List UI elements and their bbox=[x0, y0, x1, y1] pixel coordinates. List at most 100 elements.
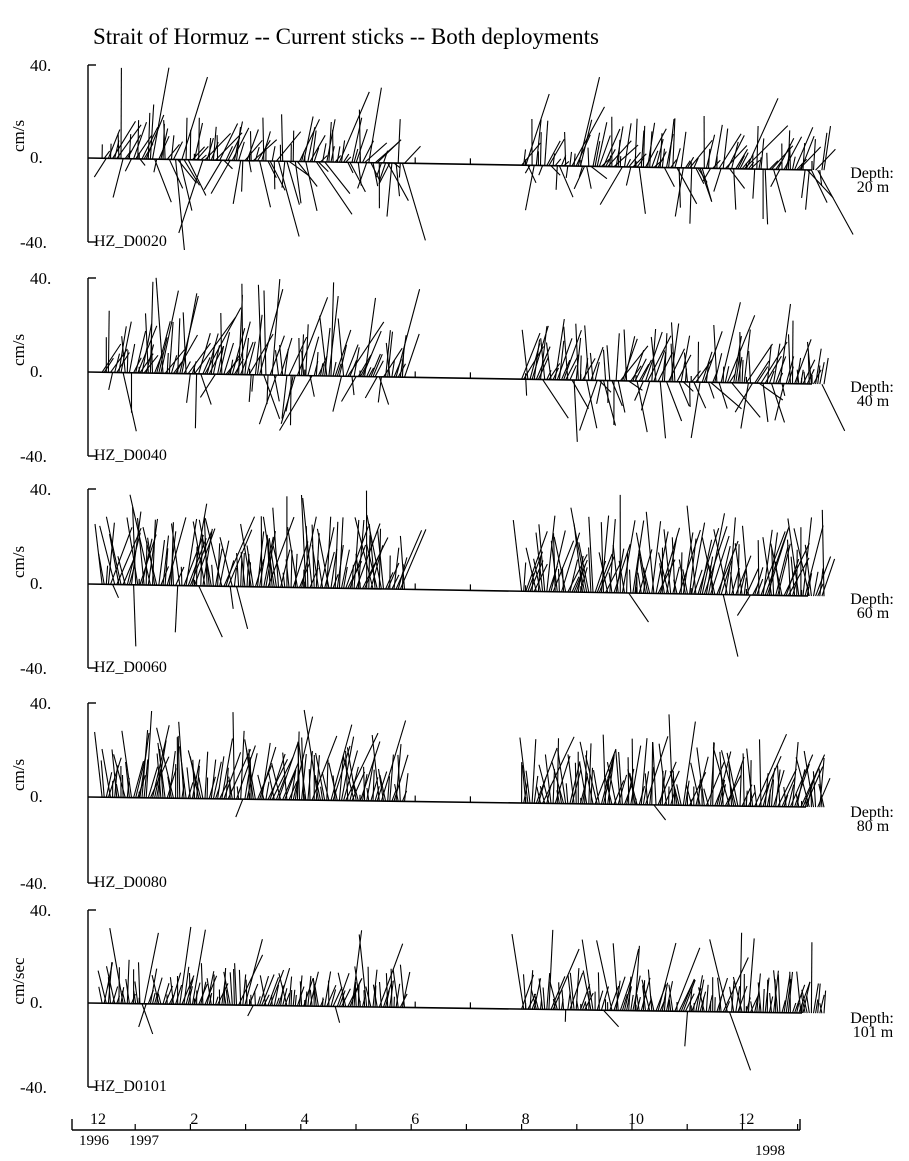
current-stick bbox=[764, 169, 769, 225]
current-stick bbox=[307, 336, 320, 376]
current-stick bbox=[179, 159, 193, 211]
current-stick bbox=[117, 133, 120, 159]
current-stick bbox=[775, 161, 782, 170]
year-label: 1998 bbox=[755, 1143, 785, 1159]
current-stick bbox=[203, 517, 208, 587]
current-stick bbox=[149, 104, 155, 160]
year-label: 1996 bbox=[79, 1133, 110, 1149]
current-stick bbox=[208, 137, 212, 161]
current-stick bbox=[275, 997, 280, 1006]
current-stick bbox=[623, 123, 632, 167]
current-stick bbox=[762, 537, 773, 596]
current-stick bbox=[365, 986, 372, 1008]
current-stick bbox=[378, 981, 382, 1008]
current-stick bbox=[137, 962, 141, 1004]
current-stick bbox=[397, 119, 401, 164]
current-stick bbox=[815, 348, 822, 385]
current-stick bbox=[170, 135, 175, 160]
current-stick bbox=[228, 776, 233, 800]
current-stick bbox=[241, 283, 244, 375]
current-stick bbox=[737, 985, 748, 1013]
current-stick bbox=[274, 350, 280, 376]
depth-value: 20 m bbox=[857, 179, 890, 196]
current-stick bbox=[154, 158, 172, 203]
current-stick bbox=[638, 550, 647, 594]
current-stick bbox=[819, 170, 823, 186]
current-stick bbox=[590, 767, 594, 805]
current-stick bbox=[206, 333, 219, 375]
current-stick bbox=[97, 970, 107, 1004]
current-stick bbox=[729, 986, 735, 1013]
y-tick-label: -40. bbox=[20, 233, 47, 252]
current-stick bbox=[107, 522, 115, 585]
current-stick bbox=[683, 352, 689, 382]
current-stick bbox=[302, 497, 313, 588]
current-stick bbox=[314, 774, 322, 801]
current-stick bbox=[187, 342, 211, 375]
current-stick bbox=[558, 340, 565, 380]
current-stick bbox=[221, 738, 234, 799]
current-stick bbox=[115, 783, 120, 798]
current-stick bbox=[296, 161, 318, 187]
current-stick bbox=[238, 141, 245, 161]
current-stick bbox=[686, 505, 697, 595]
current-stick bbox=[545, 342, 552, 380]
current-stick bbox=[248, 160, 252, 173]
current-stick bbox=[676, 167, 698, 205]
current-stick bbox=[647, 969, 653, 1011]
current-stick bbox=[546, 515, 556, 592]
current-stick bbox=[134, 981, 139, 1004]
current-stick bbox=[366, 514, 382, 590]
current-stick bbox=[781, 383, 786, 397]
current-stick bbox=[626, 158, 631, 168]
current-stick bbox=[351, 376, 355, 396]
current-stick bbox=[271, 279, 281, 376]
current-stick bbox=[651, 150, 659, 168]
current-stick bbox=[762, 988, 765, 1013]
current-stick bbox=[579, 570, 586, 593]
current-stick bbox=[216, 135, 219, 161]
current-stick bbox=[164, 548, 169, 586]
current-stick bbox=[151, 992, 156, 1005]
current-stick bbox=[621, 520, 636, 593]
current-stick bbox=[121, 990, 126, 1004]
current-stick bbox=[301, 151, 305, 162]
current-stick bbox=[254, 990, 256, 1006]
current-stick bbox=[320, 786, 324, 801]
current-stick bbox=[334, 329, 352, 377]
current-stick bbox=[768, 370, 775, 384]
current-stick bbox=[397, 363, 406, 378]
current-stick bbox=[120, 987, 125, 1004]
current-stick bbox=[319, 527, 335, 589]
current-stick bbox=[707, 148, 711, 169]
current-stick bbox=[796, 357, 802, 384]
current-stick bbox=[663, 993, 667, 1012]
current-stick bbox=[573, 153, 576, 167]
current-stick bbox=[787, 518, 800, 596]
current-stick bbox=[787, 557, 810, 596]
current-stick bbox=[401, 163, 426, 241]
current-stick bbox=[603, 1009, 620, 1028]
current-stick bbox=[705, 984, 709, 1012]
station-label: HZ_D0040 bbox=[94, 447, 167, 464]
current-stick bbox=[592, 132, 601, 167]
current-stick bbox=[225, 767, 229, 799]
current-stick bbox=[387, 776, 391, 802]
current-stick bbox=[729, 787, 735, 807]
current-stick bbox=[223, 971, 231, 1006]
current-stick bbox=[340, 736, 355, 801]
current-stick bbox=[670, 322, 676, 382]
current-stick bbox=[377, 530, 385, 589]
current-stick bbox=[145, 541, 148, 586]
time-axis: 12 2 4 6 8 10 12 1996 1997 1998 bbox=[71, 1111, 801, 1159]
current-stick bbox=[147, 112, 151, 160]
current-stick bbox=[147, 518, 159, 586]
current-stick bbox=[256, 531, 265, 587]
current-stick bbox=[223, 994, 227, 1005]
current-stick bbox=[594, 141, 601, 167]
current-stick bbox=[774, 383, 785, 421]
current-stick bbox=[311, 524, 315, 588]
current-stick bbox=[703, 788, 710, 806]
current-stick bbox=[556, 790, 560, 804]
current-stick bbox=[598, 552, 609, 593]
